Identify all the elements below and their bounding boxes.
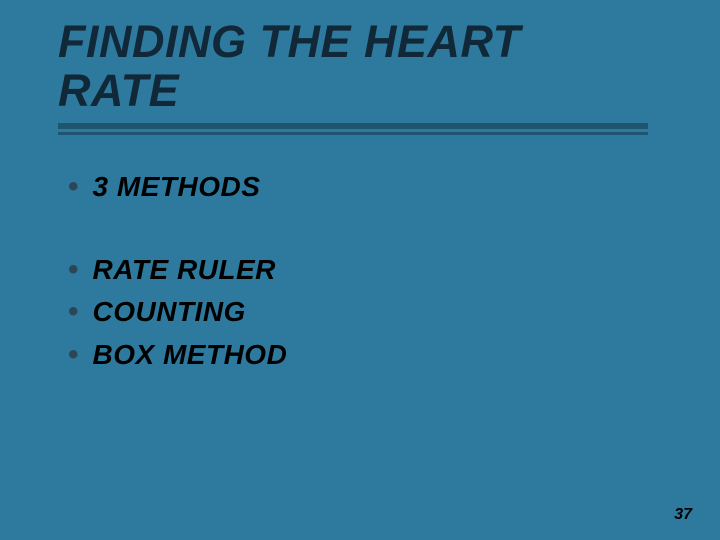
bullet-text: RATE RULER bbox=[93, 251, 276, 289]
bullet-text: COUNTING bbox=[93, 293, 246, 331]
title-underline-thick bbox=[58, 123, 648, 129]
title-underline bbox=[58, 123, 720, 135]
bullet-item: • COUNTING bbox=[68, 292, 720, 333]
bullet-marker-icon: • bbox=[68, 292, 79, 333]
bullet-text: 3 METHODS bbox=[93, 168, 261, 206]
bullet-marker-icon: • bbox=[68, 335, 79, 376]
slide: FINDING THE HEART RATE • 3 METHODS • RAT… bbox=[0, 0, 720, 540]
bullet-item: • BOX METHOD bbox=[68, 335, 720, 376]
bullet-text: BOX METHOD bbox=[93, 336, 288, 374]
title-underline-thin bbox=[58, 132, 648, 135]
slide-title: FINDING THE HEART RATE bbox=[58, 18, 648, 115]
bullet-marker-icon: • bbox=[68, 250, 79, 291]
page-number: 37 bbox=[674, 506, 692, 524]
bullet-item: • 3 METHODS bbox=[68, 167, 720, 208]
bullet-group-spacer bbox=[68, 210, 720, 250]
bullet-item: • RATE RULER bbox=[68, 250, 720, 291]
bullet-list: • 3 METHODS • RATE RULER • COUNTING • BO… bbox=[58, 167, 720, 375]
bullet-marker-icon: • bbox=[68, 167, 79, 208]
